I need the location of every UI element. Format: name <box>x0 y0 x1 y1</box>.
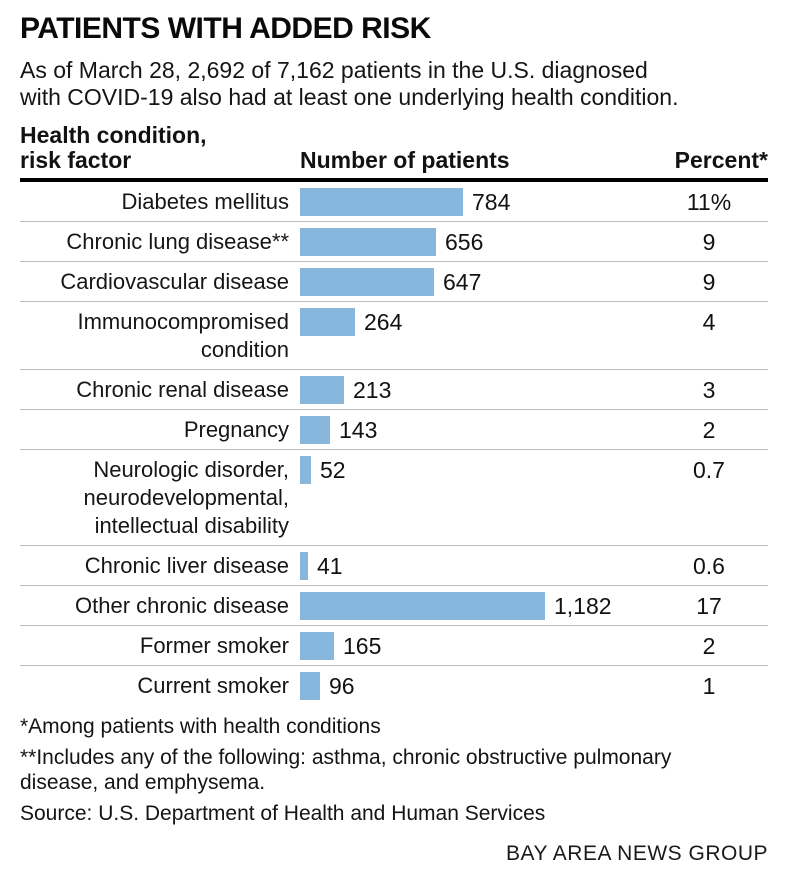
bar-chart: Diabetes mellitus 784 11% Chronic lung d… <box>20 182 768 705</box>
percent-value: 0.7 <box>693 457 725 483</box>
table-row: Chronic liver disease 41 0.6 <box>20 546 768 586</box>
source-line: Source: U.S. Department of Health and Hu… <box>20 802 546 825</box>
bar-cell: 213 <box>300 376 650 404</box>
bar-cell: 41 <box>300 552 650 580</box>
value-label: 647 <box>443 269 482 295</box>
table-row: Former smoker 165 2 <box>20 626 768 666</box>
value-label: 1,182 <box>554 593 612 619</box>
percent-value: 1 <box>702 673 716 699</box>
bar <box>300 592 545 620</box>
row-label: Immunocompromised condition <box>77 309 289 362</box>
row-label: Current smoker <box>137 673 289 698</box>
bar <box>300 268 434 296</box>
table-row: Neurologic disorder, neurodevelopmental,… <box>20 450 768 546</box>
row-label: Chronic renal disease <box>76 377 289 402</box>
bar <box>300 376 344 404</box>
value-label: 41 <box>317 553 343 579</box>
footnote-lung-disease: **Includes any of the following: asthma,… <box>20 746 672 794</box>
percent-value: 3 <box>702 377 716 403</box>
table-row: Other chronic disease 1,182 17 <box>20 586 768 626</box>
row-label: Neurologic disorder, neurodevelopmental,… <box>83 457 289 538</box>
table-row: Pregnancy 143 2 <box>20 410 768 450</box>
value-label: 784 <box>472 189 511 215</box>
bar-cell: 165 <box>300 632 650 660</box>
table-row: Chronic lung disease** 656 9 <box>20 222 768 262</box>
chart-subtitle: As of March 28, 2,692 of 7,162 patients … <box>20 57 679 110</box>
table-row: Immunocompromised condition 264 4 <box>20 302 768 370</box>
percent-value: 11% <box>686 189 732 215</box>
percent-value: 9 <box>702 229 716 255</box>
percent-value: 9 <box>702 269 716 295</box>
bar-cell: 96 <box>300 672 650 700</box>
value-label: 143 <box>339 417 378 443</box>
percent-value: 2 <box>702 417 716 443</box>
bar-cell: 143 <box>300 416 650 444</box>
bar-cell: 52 <box>300 456 650 484</box>
value-label: 264 <box>364 309 403 335</box>
percent-value: 4 <box>702 309 716 335</box>
table-row: Chronic renal disease 213 3 <box>20 370 768 410</box>
percent-value: 0.6 <box>693 553 725 579</box>
column-header-condition: Health condition, risk factor <box>20 122 207 173</box>
table-row: Cardiovascular disease 647 9 <box>20 262 768 302</box>
row-label: Chronic lung disease** <box>66 229 289 254</box>
bar <box>300 672 320 700</box>
percent-value: 17 <box>696 593 722 619</box>
bar <box>300 308 355 336</box>
bar <box>300 188 463 216</box>
value-label: 96 <box>329 673 355 699</box>
bar-cell: 784 <box>300 188 650 216</box>
bar-cell: 656 <box>300 228 650 256</box>
page-title: PATIENTS WITH ADDED RISK <box>20 12 431 45</box>
value-label: 165 <box>343 633 382 659</box>
bar <box>300 552 308 580</box>
bar-cell: 1,182 <box>300 592 650 620</box>
bar <box>300 416 330 444</box>
footnotes: *Among patients with health conditions *… <box>20 714 768 826</box>
table-row: Diabetes mellitus 784 11% <box>20 182 768 222</box>
row-label: Other chronic disease <box>75 593 289 618</box>
row-label: Pregnancy <box>183 417 289 442</box>
row-label: Former smoker <box>139 633 289 658</box>
row-label: Cardiovascular disease <box>60 269 289 294</box>
publisher-credit: BAY AREA NEWS GROUP <box>506 842 768 865</box>
row-label: Diabetes mellitus <box>121 189 289 214</box>
header-rule <box>20 178 768 182</box>
table-row: Current smoker 96 1 <box>20 666 768 705</box>
bar <box>300 632 334 660</box>
value-label: 213 <box>353 377 392 403</box>
row-label: Chronic liver disease <box>84 553 289 578</box>
column-header-patients: Number of patients <box>300 147 510 173</box>
column-header-percent: Percent* <box>674 147 768 173</box>
bar-cell: 647 <box>300 268 650 296</box>
column-headers: Health condition, risk factor Number of … <box>20 123 768 173</box>
footnote-percent: *Among patients with health conditions <box>20 715 381 738</box>
bar <box>300 228 436 256</box>
bar-cell: 264 <box>300 308 650 336</box>
percent-value: 2 <box>702 633 716 659</box>
value-label: 656 <box>445 229 484 255</box>
bar <box>300 456 311 484</box>
value-label: 52 <box>320 457 346 483</box>
